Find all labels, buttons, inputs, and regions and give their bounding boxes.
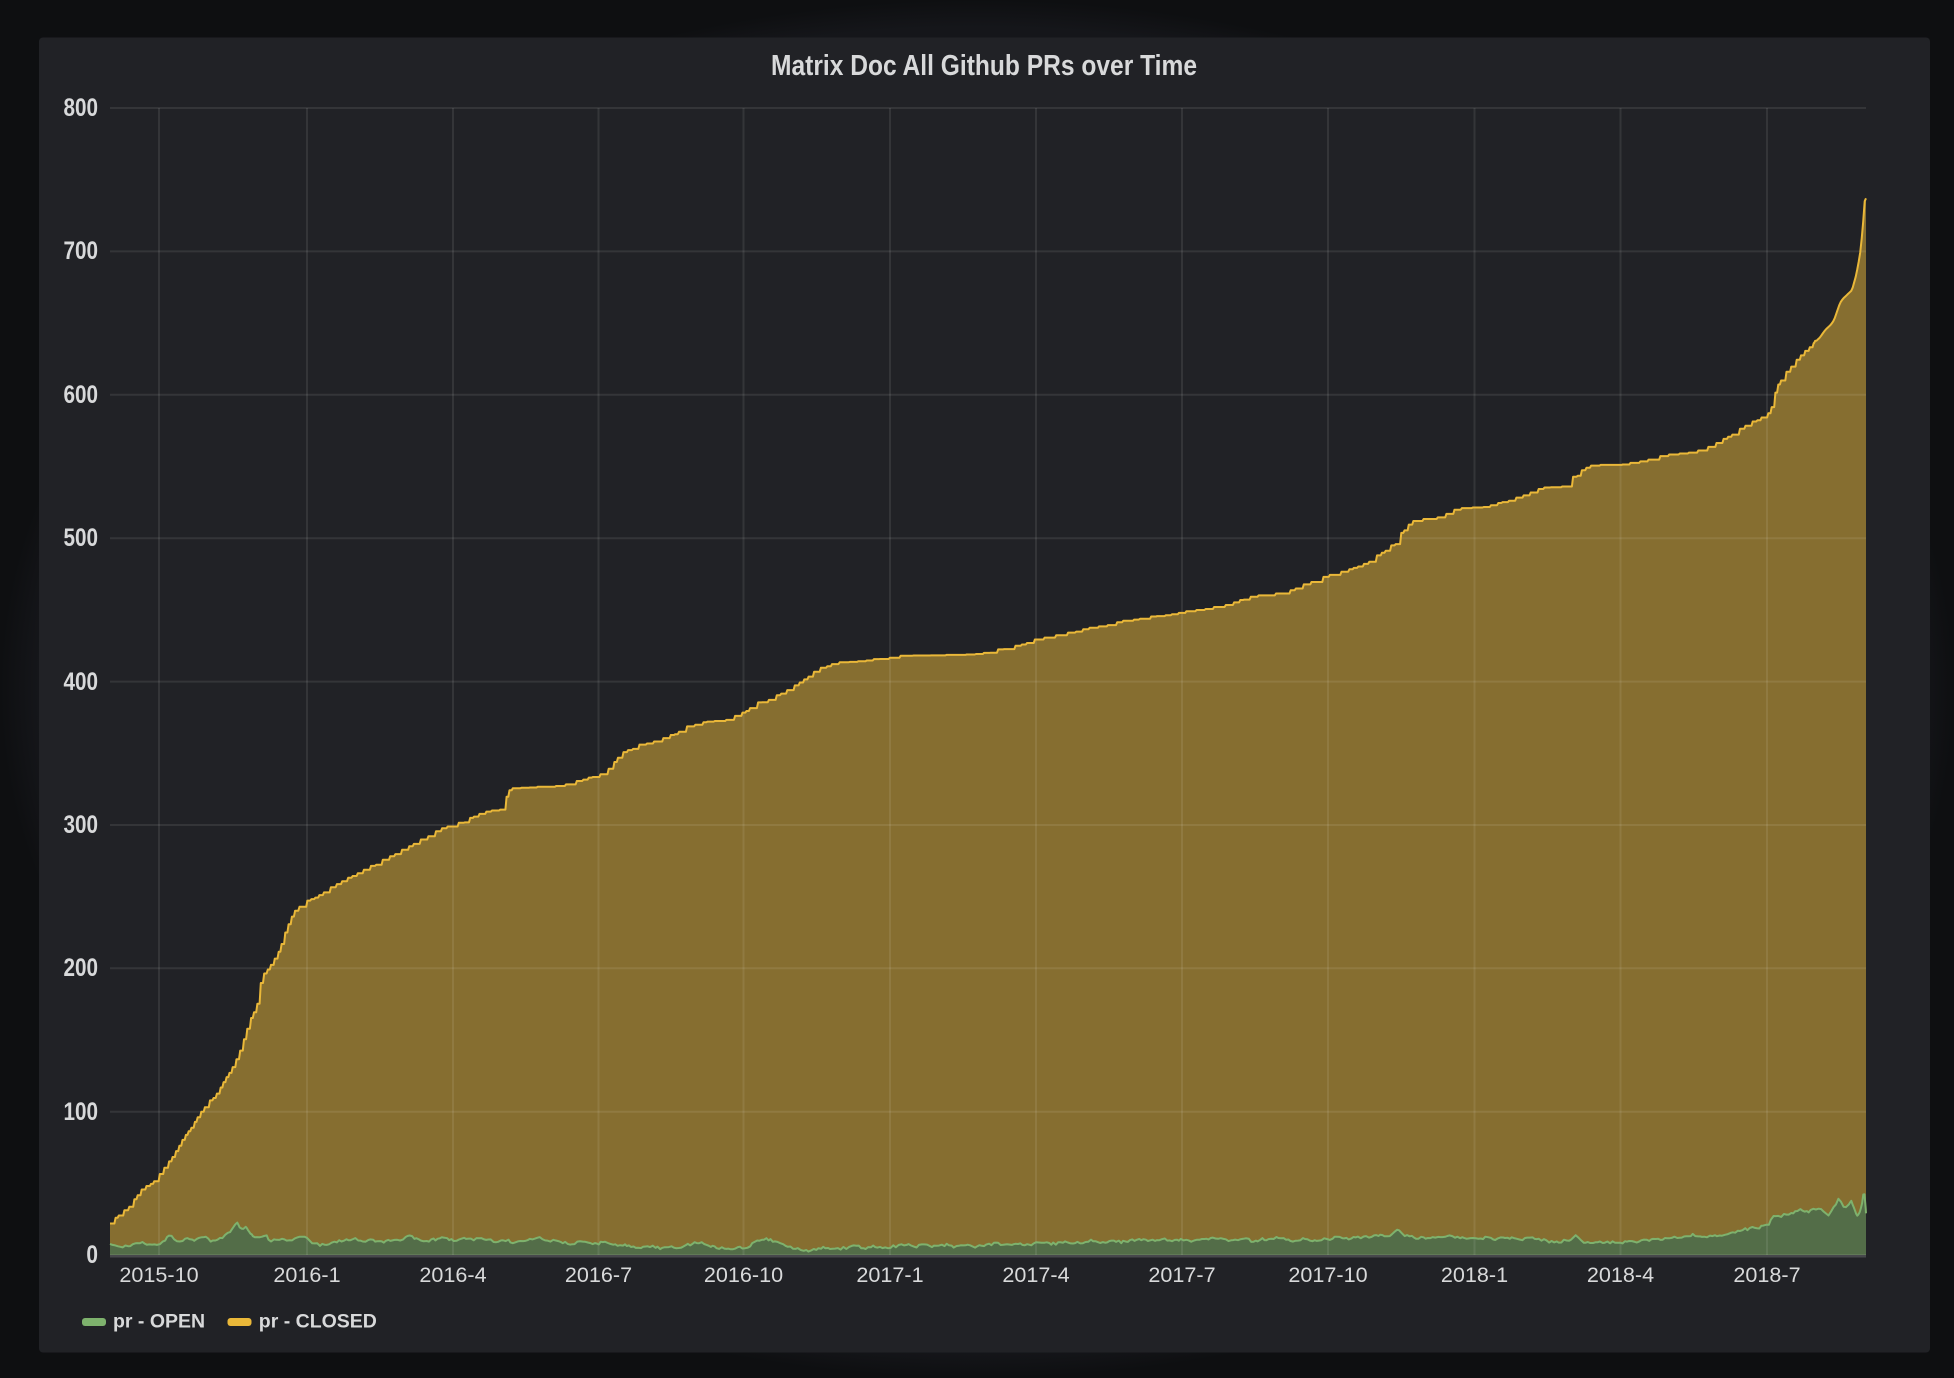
svg-text:2016-7: 2016-7 (565, 1262, 632, 1287)
svg-text:2018-4: 2018-4 (1587, 1262, 1654, 1287)
svg-text:pr - OPEN: pr - OPEN (113, 1311, 205, 1333)
svg-text:300: 300 (64, 811, 99, 839)
svg-text:800: 800 (64, 94, 99, 122)
svg-text:pr - CLOSED: pr - CLOSED (259, 1311, 377, 1333)
svg-text:2016-4: 2016-4 (419, 1262, 486, 1287)
svg-text:2017-4: 2017-4 (1002, 1262, 1069, 1287)
svg-text:400: 400 (64, 668, 99, 696)
svg-text:2016-1: 2016-1 (273, 1262, 340, 1287)
svg-text:100: 100 (64, 1098, 99, 1126)
svg-text:2016-10: 2016-10 (704, 1262, 783, 1287)
svg-text:2017-7: 2017-7 (1148, 1262, 1215, 1287)
svg-text:700: 700 (64, 237, 99, 265)
svg-text:500: 500 (64, 524, 99, 552)
svg-text:Matrix Doc All Github PRs over: Matrix Doc All Github PRs over Time (771, 50, 1197, 82)
svg-text:2017-1: 2017-1 (856, 1262, 923, 1287)
svg-text:0: 0 (86, 1241, 98, 1269)
svg-text:2017-10: 2017-10 (1288, 1262, 1367, 1287)
svg-text:200: 200 (64, 954, 99, 982)
svg-text:2015-10: 2015-10 (119, 1262, 198, 1287)
svg-text:2018-1: 2018-1 (1441, 1262, 1508, 1287)
svg-text:600: 600 (64, 381, 99, 409)
svg-text:2018-7: 2018-7 (1733, 1262, 1800, 1287)
